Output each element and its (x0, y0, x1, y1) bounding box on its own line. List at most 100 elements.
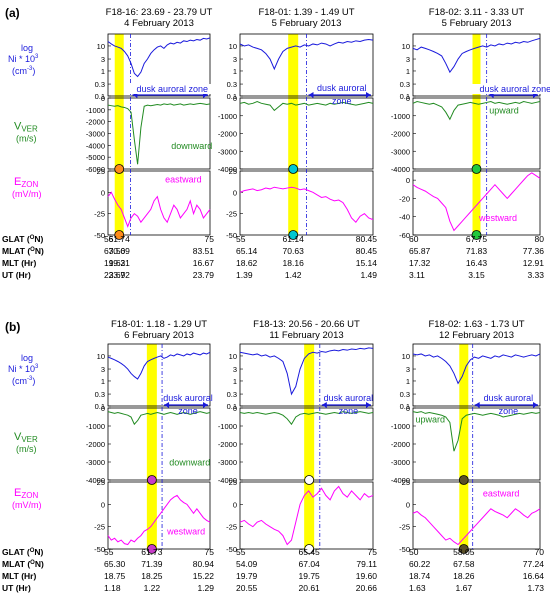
ni-axis-title: Ni * 103 (8, 54, 39, 64)
ni-axis-unit-sup: -3 (27, 66, 33, 72)
vver-series-line (412, 411, 541, 452)
ut-value: 1.22 (144, 583, 161, 593)
ut-value: 1.67 (456, 583, 473, 593)
vver-tick-label: -4000 (86, 141, 105, 150)
marker-ball (146, 475, 157, 485)
vver-tick-label: 0 (406, 94, 410, 103)
vver-series-line (412, 101, 541, 121)
zone-label: dusk auroral zone (480, 84, 550, 94)
panel-title: F18-01: 1.39 - 1.49 UT (258, 7, 354, 18)
zone-arrow-left-head (474, 402, 480, 408)
panel-date: 5 February 2013 (442, 18, 512, 29)
ni-tick-label: 0.1 (400, 92, 410, 101)
vver-tick-label: -3000 (86, 130, 105, 139)
panel-title: F18-02: 3.11 - 3.33 UT (429, 7, 525, 18)
mlat-value: 80.45 (356, 246, 378, 256)
zone-label: zone (332, 96, 352, 106)
ezon-tick-label: 25 (402, 478, 410, 487)
mlt-value: 16.43 (466, 258, 488, 268)
ezon-tick-label: -25 (94, 210, 105, 219)
ut-value: 1.18 (104, 583, 121, 593)
ezon-tick-label: 25 (229, 167, 237, 176)
row-label-b: (b) (5, 320, 20, 334)
ni-axis-unit-part: ) (32, 66, 35, 76)
glat-value: 55 (236, 234, 246, 244)
marker-ball (458, 544, 469, 554)
marker-ball (114, 164, 125, 174)
mlat-value: 77.36 (523, 246, 545, 256)
vver-tick-label: -2000 (86, 118, 105, 127)
marker-ball (288, 164, 299, 174)
mlt-value: 19.75 (299, 571, 321, 581)
vver-series-line (107, 102, 211, 165)
ut-label: UT (Hr) (2, 583, 31, 593)
ezon-tick-label: -25 (94, 523, 105, 532)
vver-series-line (239, 101, 374, 112)
mlt-value: 12.91 (523, 258, 545, 268)
vver-direction-label: downward (169, 458, 210, 468)
ut-value: 3.11 (409, 270, 425, 280)
zone-arrow-right-head (203, 402, 208, 408)
vver-axis-title-sub: VER (21, 435, 38, 444)
mlt-value: 18.26 (453, 571, 475, 581)
zone-label: zone (339, 406, 359, 416)
marker-ball (114, 230, 125, 240)
vver-tick-label: 0 (233, 404, 237, 413)
vver-tick-label: -1000 (218, 112, 237, 121)
vver-tick-label: -3000 (391, 147, 410, 156)
mlat-label-sup: O (30, 247, 35, 253)
mlat-value: 65.30 (104, 559, 126, 569)
mlat-value: 54.09 (236, 559, 258, 569)
ni-series-line (239, 347, 374, 396)
marker-ball (288, 230, 299, 240)
vver-axis-title: VVER (14, 121, 38, 134)
vver-tick-label: -6000 (86, 165, 105, 174)
mlt-label: MLT (Hr) (2, 258, 36, 268)
vver-axis-unit: (m/s) (16, 444, 37, 454)
glat-value: 50 (409, 547, 419, 557)
panel-3: F18-02: 3.11 - 3.33 UT5 February 2013103… (391, 7, 550, 280)
glat-value: 55 (236, 547, 246, 557)
vver-tick-label: -3000 (391, 458, 410, 467)
vver-axis-title-part: V (14, 431, 22, 443)
glat-label-part: N) (34, 234, 43, 244)
vver-tick-label: -3000 (218, 147, 237, 156)
ni-tick-label: 10 (97, 352, 105, 361)
marker-ball (458, 475, 469, 485)
ni-frame (239, 343, 374, 407)
zone-label-bg (126, 84, 219, 94)
glat-label-part: N) (34, 547, 43, 557)
glat-value: 75 (205, 547, 215, 557)
ezon-axis-title: EZON (14, 176, 38, 189)
ni-tick-label: 3 (233, 365, 237, 374)
mlt-value: 16.64 (523, 571, 545, 581)
ezon-tick-label: -50 (94, 231, 105, 240)
mlat-value: 71.83 (466, 246, 488, 256)
glat-value: 80.45 (356, 234, 378, 244)
glat-value: 75 (205, 234, 215, 244)
ezon-tick-label: 0 (233, 500, 237, 509)
ut-label: UT (Hr) (2, 270, 31, 280)
ni-axis-unit-part: (cm (12, 376, 27, 386)
zone-arrow-left-head (321, 402, 327, 408)
mlat-value: 80.94 (193, 559, 215, 569)
ni-axis-unit-sup: -3 (27, 376, 33, 382)
ezon-series-line (412, 508, 541, 546)
ni-tick-label: 3 (233, 55, 237, 64)
ni-axis-unit: (cm-3) (12, 66, 35, 76)
panel-date: 4 February 2013 (124, 18, 194, 29)
ni-axis-title: Ni * 103 (8, 364, 39, 374)
ut-value: 20.61 (299, 583, 321, 593)
ezon-tick-label: 0 (406, 176, 410, 185)
mlt-value: 18.74 (409, 571, 431, 581)
ezon-frame (107, 481, 211, 550)
glat-value: 61.73 (141, 547, 163, 557)
ni-frame (107, 343, 211, 407)
glat-label-part: GLAT ( (2, 547, 30, 557)
mlt-value: 19.79 (236, 571, 258, 581)
ezon-series-line (107, 494, 211, 546)
glat-value: 58.05 (453, 547, 475, 557)
ni-tick-label: 1 (233, 377, 237, 386)
